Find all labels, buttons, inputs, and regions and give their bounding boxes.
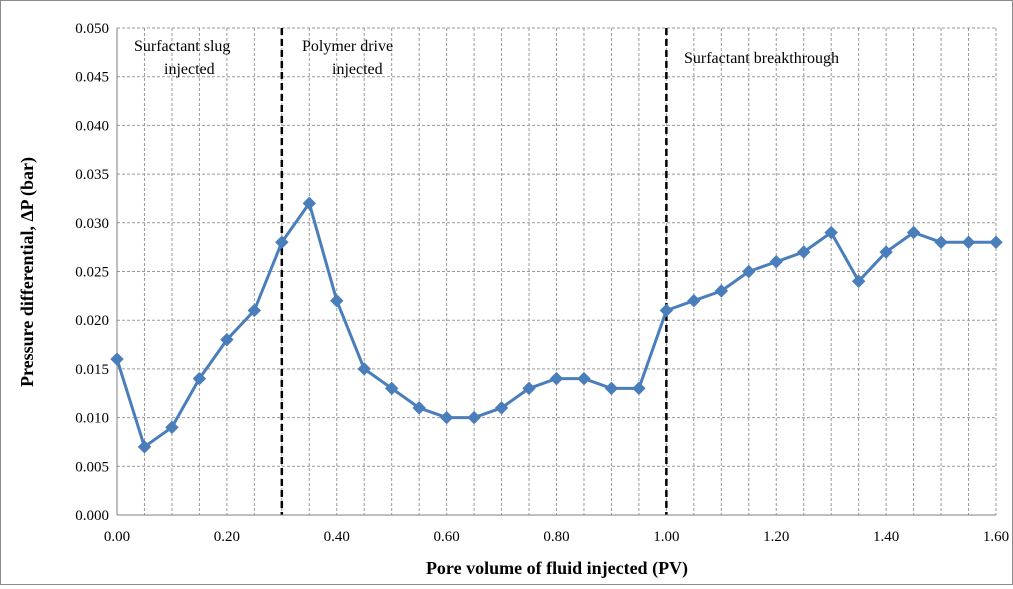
- x-tick-label: 0.00: [104, 529, 130, 545]
- data-point-marker: [989, 235, 1003, 249]
- annotation-surfactant-breakthrough: Surfactant breakthrough: [684, 50, 839, 67]
- data-point-marker: [687, 294, 701, 308]
- data-point-marker: [384, 381, 399, 396]
- y-tick-label: 0.020: [75, 313, 109, 329]
- x-tick-label: 1.40: [873, 529, 899, 545]
- x-tick-label: 0.60: [434, 529, 460, 545]
- data-point-marker: [275, 235, 289, 249]
- phase-dividers: [280, 28, 668, 515]
- data-point-marker: [110, 352, 124, 366]
- y-axis-title: Pressure differential, ∆P (bar): [17, 157, 38, 387]
- y-tick-label: 0.040: [75, 118, 109, 134]
- data-point-marker: [934, 235, 948, 249]
- data-point-marker: [357, 362, 371, 376]
- series-pressure-differential: [110, 196, 1003, 454]
- x-tick-label: 0.80: [543, 529, 569, 545]
- data-point-marker: [467, 410, 481, 425]
- data-point-marker: [879, 245, 893, 259]
- data-point-marker: [906, 225, 921, 240]
- data-point-marker: [494, 401, 509, 415]
- data-point-marker: [961, 235, 976, 249]
- data-point-marker: [549, 371, 564, 386]
- y-tick-label: 0.005: [75, 459, 109, 475]
- annotation-polymer-drive-line2: injected: [332, 61, 383, 78]
- axes: 0.000 0.005 0.010 0.015 0.020 0.025 0.030 0.035…: [75, 21, 1009, 545]
- x-tick-label: 1.20: [763, 529, 789, 545]
- y-tick-label: 0.030: [75, 216, 109, 232]
- y-tick-label: 0.010: [75, 411, 109, 427]
- x-tick-label: 0.40: [324, 529, 350, 545]
- y-tick-label: 0.000: [75, 508, 109, 524]
- data-point-marker: [742, 264, 756, 279]
- y-tick-label: 0.045: [75, 70, 109, 86]
- x-tick-label: 1.60: [983, 529, 1009, 545]
- data-point-marker: [659, 303, 674, 318]
- annotation-surfactant-slug-line2: injected: [164, 61, 215, 78]
- data-point-marker: [797, 245, 811, 259]
- data-point-marker: [439, 410, 454, 425]
- data-point-marker: [247, 303, 262, 318]
- data-point-marker: [632, 381, 646, 396]
- data-point-marker: [302, 196, 316, 211]
- annotation-polymer-drive-line1: Polymer drive: [302, 38, 393, 55]
- y-tick-label: 0.015: [75, 362, 109, 378]
- data-point-marker: [851, 274, 866, 288]
- data-point-marker: [824, 225, 838, 240]
- data-point-marker: [220, 332, 234, 347]
- data-point-marker: [192, 371, 207, 386]
- data-point-marker: [522, 381, 536, 396]
- y-tick-label: 0.050: [75, 21, 109, 37]
- annotation-surfactant-slug-line1: Surfactant slug: [134, 38, 230, 55]
- y-tick-label: 0.035: [75, 167, 109, 183]
- data-point-marker: [604, 381, 619, 396]
- data-point-marker: [165, 420, 179, 435]
- data-point-marker: [769, 255, 783, 269]
- y-tick-label: 0.025: [75, 265, 109, 281]
- data-point-marker: [714, 284, 729, 298]
- data-point-marker: [137, 440, 152, 454]
- data-point-marker: [412, 401, 426, 415]
- annotations: Surfactant slug injected Polymer drive i…: [134, 38, 839, 78]
- x-tick-label: 1.00: [653, 529, 679, 545]
- x-tick-label: 0.20: [214, 529, 240, 545]
- data-point-marker: [330, 294, 344, 308]
- data-point-marker: [577, 371, 591, 386]
- x-axis-title: Pore volume of fluid injected (PV): [426, 558, 688, 579]
- gridlines: [117, 27, 997, 515]
